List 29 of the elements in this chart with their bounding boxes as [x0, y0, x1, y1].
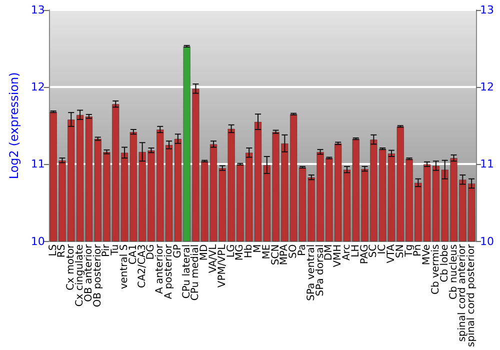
y2-tick-label: 10	[480, 234, 494, 248]
x-tick-label: Cb lobe	[439, 244, 450, 282]
y-tick-label: 13	[30, 4, 45, 16]
x-tick-label: SPa dorsal	[314, 244, 326, 296]
x-tick-label: SN	[394, 244, 406, 258]
y2-tick-label: 13	[480, 4, 494, 16]
x-tick-label: MVe	[422, 244, 433, 266]
x-tick-label: LH	[350, 244, 362, 258]
y-tick-label: 10	[30, 234, 45, 248]
y-tick-label: 11	[30, 158, 45, 171]
x-tick-label: VTA	[386, 244, 397, 264]
x-tick-label: SCN	[270, 244, 282, 266]
x-tick-label: OB posterior	[92, 243, 104, 308]
x-tick-label: Arc	[341, 244, 352, 261]
x-tick-label: RS	[56, 244, 68, 258]
y2-tick-label: 11	[480, 158, 494, 171]
x-tick-label: VPM/VPL	[216, 244, 228, 288]
x-tick-label: ME	[261, 244, 272, 260]
x-tick-label: spinal cord posterior	[466, 243, 478, 348]
x-tick-label: DG	[146, 244, 157, 260]
x-tick-label: Pa	[296, 244, 308, 256]
x-tick-label: CA1	[128, 244, 139, 264]
y2-tick-label: 12	[480, 80, 494, 94]
x-tick-label: A posterior	[164, 243, 175, 300]
x-tick-label: GP	[172, 244, 184, 258]
x-tick-label: M	[252, 244, 264, 253]
y-tick-label: 12	[30, 80, 45, 94]
y-axis-title: Log2 (expression)	[7, 72, 21, 180]
x-tick-label: Tg	[404, 244, 415, 258]
